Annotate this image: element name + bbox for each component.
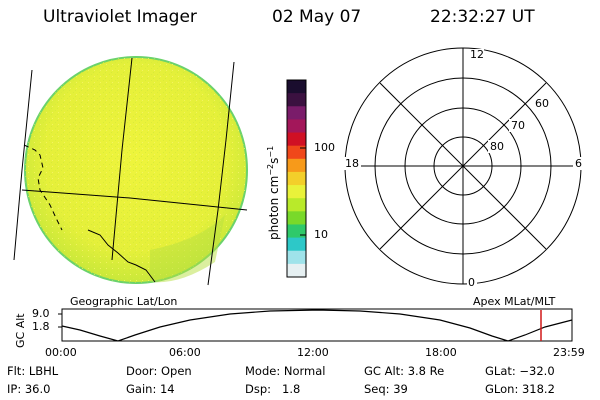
mlt-label-18: 18 [345, 157, 359, 170]
colorbar-band [287, 263, 306, 278]
colorbar-band [287, 119, 306, 134]
time-label: 22:32:27 UT [430, 7, 535, 27]
colorbar-label-10: 10 [314, 228, 328, 241]
seq-status: Seq: 39 [364, 382, 408, 396]
colorbar-band [287, 185, 306, 199]
polar-projection-label: Apex MLat/MLT [473, 295, 556, 308]
glat-status: GLat: −32.0 [485, 364, 555, 378]
time-tick-0: 00:00 [45, 346, 77, 359]
colorbar-frame [286, 79, 307, 278]
colorbar-band [287, 211, 306, 225]
date-label: 02 May 07 [272, 7, 362, 27]
lat-label-60: 60 [535, 97, 549, 110]
ip-status: IP: 36.0 [7, 382, 51, 396]
lat-label-70: 70 [511, 119, 525, 132]
geographic-grid [13, 57, 248, 286]
colorbar-band [287, 106, 306, 120]
altitude-y-top: 9.0 [32, 307, 50, 320]
coastline [23, 144, 156, 283]
time-tick-2: 12:00 [297, 346, 329, 359]
altitude-plot [58, 308, 573, 342]
time-tick-1: 06:00 [169, 346, 201, 359]
lat-label-80: 80 [490, 140, 504, 153]
polar-plot [344, 47, 582, 285]
colorbar-band [287, 198, 306, 212]
mlt-label-12: 12 [470, 48, 484, 61]
altitude-y-bottom: 1.8 [32, 320, 50, 333]
colorbar-band [287, 171, 306, 186]
colorbar-band [287, 250, 306, 265]
colorbar-band [287, 158, 306, 173]
gain-status: Gain: 14 [126, 382, 175, 396]
colorbar-band [287, 93, 306, 107]
colorbar-band [287, 145, 306, 160]
mlt-label-6: 6 [575, 157, 582, 170]
colorbar-band [287, 224, 306, 239]
instrument-title: Ultraviolet Imager [43, 7, 197, 27]
colorbar-unit-label: photon cm−2s−1 [266, 145, 281, 240]
projection-label: Geographic Lat/Lon [70, 295, 178, 308]
colorbar-band [287, 80, 306, 94]
altitude-axis-label: GC Alt [14, 313, 27, 348]
colorbar [287, 80, 306, 278]
colorbar-band [287, 237, 306, 252]
colorbar-label-100: 100 [314, 141, 335, 154]
colorbar-band [287, 132, 306, 147]
mode-status: Mode: Normal [245, 364, 326, 378]
uv-image-disk [24, 56, 248, 284]
time-tick-4: 23:59 [553, 346, 585, 359]
glon-status: GLon: 318.2 [485, 382, 555, 396]
gc-alt-status: GC Alt: 3.8 Re [364, 364, 445, 378]
mlt-label-0: 0 [468, 276, 475, 289]
time-tick-3: 18:00 [425, 346, 457, 359]
filter-status: Flt: LBHL [7, 364, 59, 378]
dsp-status: Dsp: 1.8 [245, 382, 301, 396]
altitude-curve [61, 309, 573, 342]
door-status: Door: Open [126, 364, 192, 378]
